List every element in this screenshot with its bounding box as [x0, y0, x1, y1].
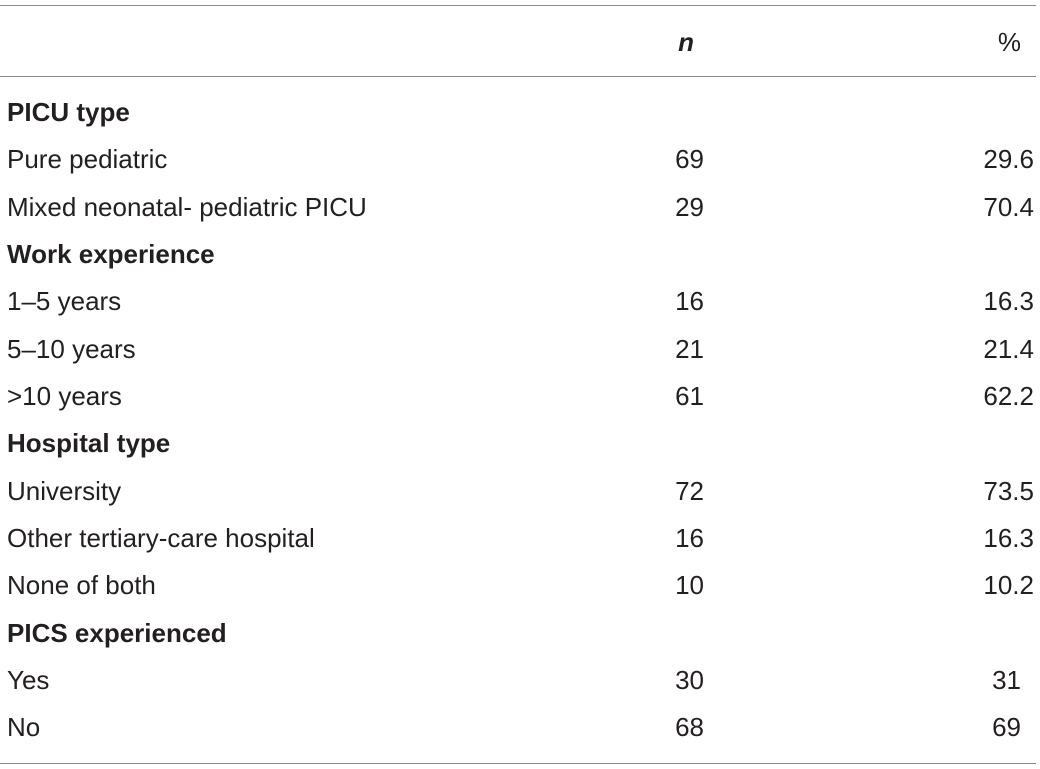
row-label: Mixed neonatal- pediatric PICU [7, 192, 367, 222]
section-row-picu-type: PICU type [0, 92, 1040, 132]
row-percent: 10.2 [983, 570, 1034, 600]
row-percent: 21.4 [983, 334, 1034, 364]
section-label: Work experience [7, 239, 215, 269]
table-row: University 72 73.5 [0, 471, 1040, 511]
section-row-hospital-type: Hospital type [0, 423, 1040, 463]
table-row: None of both 10 10.2 [0, 565, 1040, 605]
table-row: Yes 30 31 [0, 660, 1040, 700]
row-label: No [7, 712, 41, 742]
row-label: Yes [7, 665, 50, 695]
row-label: None of both [7, 570, 156, 600]
row-n: 68 [675, 712, 704, 742]
row-percent: 62.2 [983, 381, 1034, 411]
row-label: Pure pediatric [7, 144, 168, 174]
row-n: 30 [675, 665, 704, 695]
row-n: 61 [675, 381, 704, 411]
row-label: 1–5 years [7, 286, 122, 316]
section-row-work-experience: Work experience [0, 234, 1040, 274]
row-percent: 16.3 [983, 286, 1034, 316]
table-row: 1–5 years 16 16.3 [0, 281, 1040, 321]
row-n: 16 [675, 286, 704, 316]
row-percent: 31 [992, 665, 1021, 695]
section-row-pics-experienced: PICS experienced [0, 613, 1040, 653]
row-percent: 73.5 [983, 476, 1034, 506]
row-percent: 70.4 [983, 192, 1034, 222]
row-percent: 16.3 [983, 523, 1034, 553]
row-label: 5–10 years [7, 334, 136, 364]
table-row: Mixed neonatal- pediatric PICU 29 70.4 [0, 187, 1040, 227]
table-row: 5–10 years 21 21.4 [0, 329, 1040, 369]
row-n: 16 [675, 523, 704, 553]
table-row: >10 years 61 62.2 [0, 376, 1040, 416]
row-n: 69 [675, 144, 704, 174]
row-n: 72 [675, 476, 704, 506]
row-n: 21 [675, 334, 704, 364]
section-label: Hospital type [7, 428, 171, 458]
header-rule [0, 76, 1036, 77]
row-label: Other tertiary-care hospital [7, 523, 315, 553]
section-label: PICS experienced [7, 618, 227, 648]
header-percent: % [997, 27, 1021, 57]
top-rule [0, 5, 1036, 6]
bottom-rule [0, 763, 1036, 764]
row-label: >10 years [7, 381, 122, 411]
section-label: PICU type [7, 97, 130, 127]
row-label: University [7, 476, 122, 506]
row-n: 29 [675, 192, 704, 222]
row-percent: 29.6 [983, 144, 1034, 174]
row-percent: 69 [992, 712, 1021, 742]
table-row: Pure pediatric 69 29.6 [0, 139, 1040, 179]
header-n: n [678, 27, 694, 57]
row-n: 10 [675, 570, 704, 600]
table-row: Other tertiary-care hospital 16 16.3 [0, 518, 1040, 558]
table-row: No 68 69 [0, 707, 1040, 747]
table-header-row: n % [0, 22, 1040, 62]
